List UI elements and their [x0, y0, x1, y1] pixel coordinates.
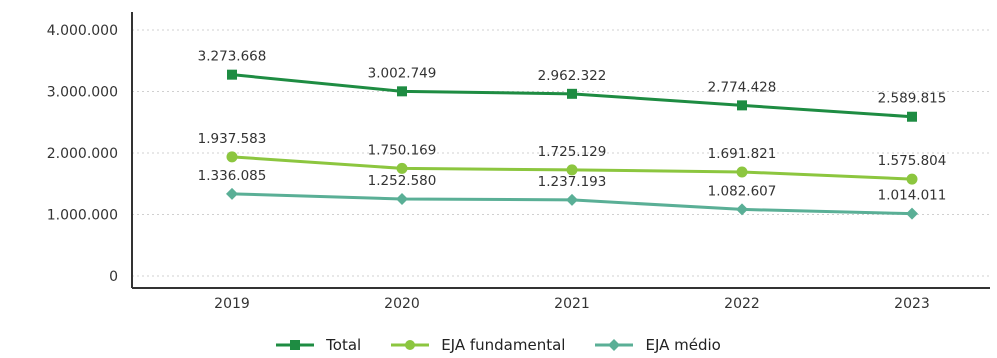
point-eja-fundamental-2020	[396, 162, 408, 174]
legend: Total EJA fundamental EJA médio	[0, 336, 997, 354]
data-label-eja-medio-2023: 1.014.011	[878, 188, 947, 204]
x-tick-label-2022: 2022	[724, 296, 760, 312]
legend-item-eja-fundamental: EJA fundamental	[391, 336, 565, 354]
data-label-eja-fundamental-2022: 1.691.821	[708, 146, 777, 162]
y-tick-label-4: 4.000.000	[47, 23, 118, 39]
point-eja-fundamental-2022	[736, 166, 748, 178]
point-eja-fundamental-2019	[226, 151, 238, 163]
legend-item-eja-medio: EJA médio	[595, 336, 721, 354]
point-total-2019	[227, 69, 237, 80]
point-total-2022	[737, 100, 747, 111]
data-label-eja-medio-2022: 1.082.607	[708, 183, 777, 199]
data-label-eja-medio-2020: 1.252.580	[368, 173, 437, 189]
point-eja-medio-2021	[566, 193, 578, 206]
point-eja-medio-2019	[226, 187, 238, 200]
data-label-eja-fundamental-2023: 1.575.804	[878, 153, 947, 169]
data-label-total-2019: 3.273.668	[198, 49, 267, 65]
x-tick-label-2021: 2021	[554, 296, 590, 312]
point-total-2020	[397, 86, 407, 97]
x-tick-label-2019: 2019	[214, 296, 250, 312]
x-tick-label-2023: 2023	[894, 296, 930, 312]
point-eja-medio-2020	[396, 192, 408, 205]
x-tick-label-2020: 2020	[384, 296, 420, 312]
point-eja-medio-2022	[736, 203, 748, 216]
y-tick-label-0: 0	[109, 269, 118, 285]
data-label-total-2021: 2.962.322	[538, 68, 607, 84]
y-tick-label-3: 3.000.000	[47, 85, 118, 101]
line-chart: 0 1.000.000 2.000.000 3.000.000 4.000.000 201…	[47, 12, 990, 312]
legend-swatch-total	[276, 340, 315, 350]
point-eja-fundamental-2023	[906, 173, 918, 185]
data-label-eja-fundamental-2021: 1.725.129	[538, 144, 607, 160]
legend-label-total: Total	[326, 336, 362, 354]
legend-swatch-eja-medio	[595, 339, 634, 351]
data-label-total-2023: 2.589.815	[878, 91, 947, 107]
point-eja-fundamental-2021	[566, 164, 578, 176]
data-label-eja-medio-2021: 1.237.193	[538, 174, 607, 190]
data-label-eja-fundamental-2020: 1.750.169	[368, 142, 437, 158]
point-total-2021	[567, 88, 577, 99]
data-label-eja-medio-2019: 1.336.085	[198, 168, 267, 184]
point-total-2023	[907, 111, 917, 122]
legend-label-eja-medio: EJA médio	[645, 336, 721, 354]
data-label-eja-fundamental-2019: 1.937.583	[198, 131, 267, 147]
data-label-total-2022: 2.774.428	[708, 79, 777, 95]
y-tick-label-2: 2.000.000	[47, 146, 118, 162]
legend-item-total: Total	[276, 336, 361, 354]
legend-swatch-eja-fundamental	[391, 340, 430, 350]
y-tick-label-1: 1.000.000	[47, 208, 118, 224]
point-eja-medio-2023	[906, 207, 918, 220]
legend-label-eja-fundamental: EJA fundamental	[441, 336, 566, 354]
data-label-total-2020: 3.002.749	[368, 65, 437, 81]
